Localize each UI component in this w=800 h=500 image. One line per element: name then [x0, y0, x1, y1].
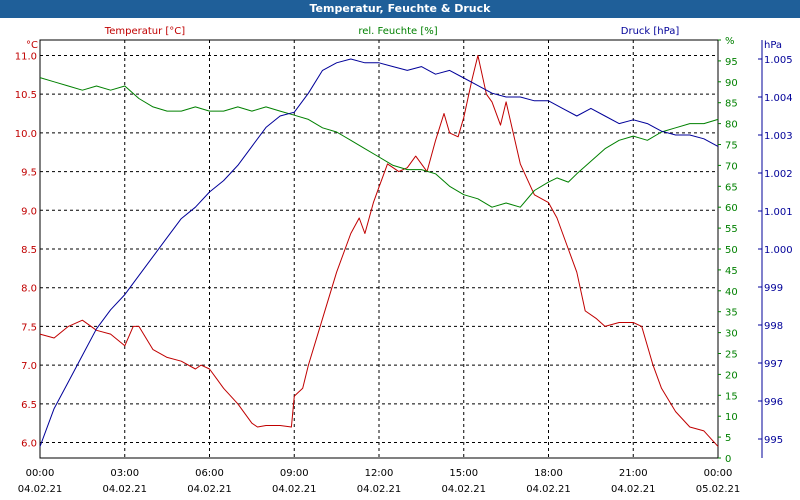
pressure-tick-label: 1.002 [764, 169, 793, 180]
x-tick-date: 04.02.21 [187, 484, 232, 495]
humidity-tick-label: 65 [725, 182, 738, 193]
temp-tick-label: 7.5 [21, 322, 37, 333]
humidity-tick-label: 85 [725, 99, 738, 110]
series-line-press [39, 58, 719, 447]
x-tick-date: 04.02.21 [611, 484, 656, 495]
pressure-tick-label: 1.003 [764, 131, 793, 142]
pressure-tick-label: 997 [764, 359, 783, 370]
x-tick-date: 04.02.21 [18, 484, 63, 495]
x-tick-time: 21:00 [619, 468, 648, 479]
humidity-tick-label: 5 [725, 433, 731, 444]
pressure-tick-label: 995 [764, 435, 783, 446]
x-axis: 00:00 04.02.21 03:00 04.02.21 06:00 04.02.21 0… [18, 468, 741, 495]
humidity-tick-label: 95 [725, 57, 738, 68]
pressure-tick-label: 1.001 [764, 207, 793, 218]
temp-axis-title: Temperatur [°C] [104, 26, 185, 37]
window-title: Temperatur, Feuchte & Druck [0, 0, 800, 18]
temp-tick-label: 10.5 [15, 90, 37, 101]
x-tick-time: 03:00 [110, 468, 139, 479]
temp-tick-label: 7.0 [21, 361, 37, 372]
x-tick-date: 04.02.21 [272, 484, 317, 495]
humidity-tick-label: 50 [725, 245, 738, 256]
humidity-tick-label: % [725, 36, 735, 47]
x-tick-date: 04.02.21 [441, 484, 486, 495]
humidity-tick-label: 10 [725, 412, 738, 423]
pressure-tick-label: 1.005 [764, 55, 793, 66]
humidity-tick-label: 55 [725, 224, 738, 235]
x-tick-time: 06:00 [195, 468, 224, 479]
pressure-axis: 995 996 997 998 999 1.000 1.001 1.002 1.003 1.004… [758, 40, 793, 458]
pressure-tick-label: 999 [764, 283, 783, 294]
humidity-tick-label: 80 [725, 120, 738, 131]
humidity-axis: 0 5 10 15 20 25 30 35 40 45 50 55 60 65 70 75 80 85 90 95% [718, 36, 738, 465]
humidity-axis-title: rel. Feuchte [%] [358, 26, 437, 37]
series-line-hum [39, 77, 719, 208]
temp-tick-label: 11.0 [15, 51, 37, 62]
humidity-tick-label: 15 [725, 391, 738, 402]
pressure-tick-label: 996 [764, 397, 783, 408]
pressure-unit: hPa [764, 40, 782, 51]
series-group [39, 55, 719, 447]
humidity-tick-label: 70 [725, 161, 738, 172]
pressure-axis-title: Druck [hPa] [621, 26, 680, 37]
humidity-tick-label: 45 [725, 266, 738, 277]
temp-unit: °C [26, 40, 38, 51]
pressure-tick-label: 1.000 [764, 245, 793, 256]
humidity-tick-label: 40 [725, 287, 738, 298]
humidity-tick-label: 25 [725, 350, 738, 361]
x-tick-time: 09:00 [280, 468, 309, 479]
x-tick-time: 00:00 [704, 468, 733, 479]
temp-tick-label: 8.5 [21, 245, 37, 256]
humidity-tick-label: 20 [725, 370, 738, 381]
x-tick-time: 18:00 [534, 468, 563, 479]
temp-tick-label: 10.0 [15, 129, 37, 140]
humidity-tick-label: 0 [725, 454, 731, 465]
pressure-tick-label: 1.004 [764, 93, 793, 104]
x-tick-time: 00:00 [26, 468, 55, 479]
x-tick-time: 15:00 [449, 468, 478, 479]
x-tick-time: 12:00 [365, 468, 394, 479]
humidity-tick-label: 60 [725, 203, 738, 214]
humidity-tick-label: 90 [725, 78, 738, 89]
temp-tick-label: 6.0 [21, 439, 37, 450]
temp-tick-label: 9.5 [21, 168, 37, 179]
x-tick-date: 04.02.21 [526, 484, 571, 495]
temp-axis: 6.0 6.5 7.0 7.5 8.0 8.5 9.0 9.5 10.0 10.5 11.0 [15, 51, 37, 449]
temp-tick-label: 9.0 [21, 206, 37, 217]
x-tick-date: 05.02.21 [696, 484, 741, 495]
temp-tick-label: 8.0 [21, 284, 37, 295]
series-line-temp [39, 55, 719, 447]
humidity-tick-label: 30 [725, 329, 738, 340]
pressure-tick-label: 998 [764, 321, 783, 332]
x-tick-date: 04.02.21 [357, 484, 402, 495]
humidity-tick-label: 35 [725, 308, 738, 319]
temp-tick-label: 6.5 [21, 400, 37, 411]
humidity-tick-label: 75 [725, 141, 738, 152]
x-tick-date: 04.02.21 [102, 484, 147, 495]
